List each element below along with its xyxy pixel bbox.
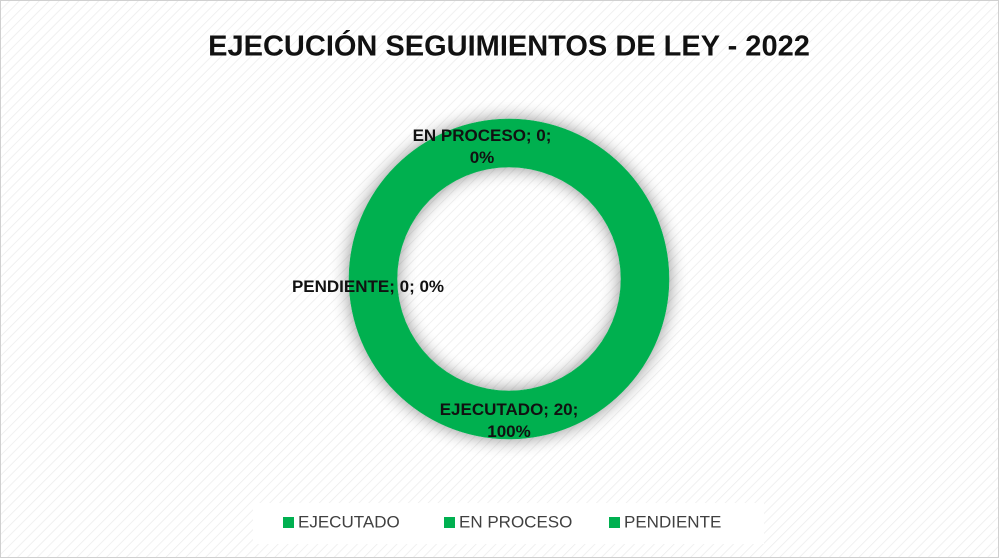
data-label: EN PROCESO; 0; 0% (412, 126, 552, 167)
legend-label: EN PROCESO (459, 512, 572, 531)
data-label: PENDIENTE; 0; 0% (291, 277, 445, 296)
legend-swatch (609, 517, 620, 528)
legend-swatch (283, 517, 294, 528)
data-label: EJECUTADO; 20; 100% (439, 400, 579, 441)
legend-swatch (444, 517, 455, 528)
chart-title: EJECUCIÓN SEGUIMIENTOS DE LEY - 2022 (208, 29, 810, 63)
donut-segment (348, 118, 670, 440)
legend-label: EJECUTADO (298, 512, 400, 531)
donut (348, 118, 670, 440)
legend-box (253, 503, 764, 544)
legend-label: PENDIENTE (624, 512, 721, 531)
